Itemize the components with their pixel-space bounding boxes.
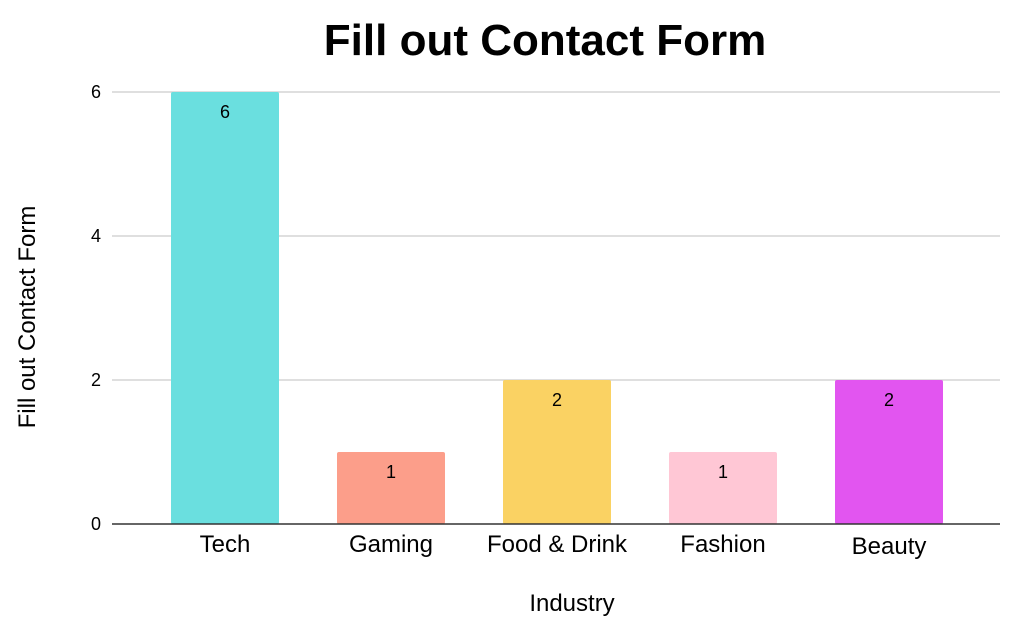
data-label: 2 (884, 390, 894, 410)
y-axis-ticks: 0 2 4 6 (91, 82, 101, 534)
y-tick-label: 4 (91, 226, 101, 246)
x-category-label: Tech (200, 531, 251, 558)
bar-fashion (669, 452, 777, 524)
data-label: 1 (718, 462, 728, 482)
bar-gaming (337, 452, 445, 524)
data-labels: 6 1 2 1 2 (220, 102, 894, 482)
data-label: 6 (220, 102, 230, 122)
x-axis-title: Industry (529, 590, 614, 617)
x-category-label: Food & Drink (487, 531, 628, 558)
data-label: 2 (552, 390, 562, 410)
y-tick-label: 6 (91, 82, 101, 102)
bar-tech (171, 92, 279, 524)
y-tick-label: 2 (91, 370, 101, 390)
x-category-label: Beauty (852, 533, 927, 560)
data-label: 1 (386, 462, 396, 482)
chart-title: Fill out Contact Form (324, 16, 766, 65)
y-tick-label: 0 (91, 514, 101, 534)
y-axis-title: Fill out Contact Form (14, 206, 41, 429)
x-axis-categories: Tech Gaming Food & Drink Fashion Beauty (200, 531, 927, 560)
bars (171, 92, 943, 524)
x-category-label: Fashion (680, 531, 765, 558)
bar-beauty (835, 380, 943, 524)
x-category-label: Gaming (349, 531, 433, 558)
bar-food-drink (503, 380, 611, 524)
